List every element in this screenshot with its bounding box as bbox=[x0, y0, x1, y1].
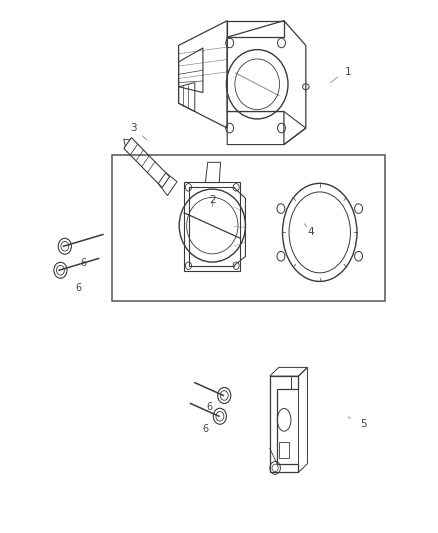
Bar bbox=[112, 155, 385, 301]
Text: 3: 3 bbox=[130, 123, 137, 133]
Text: 5: 5 bbox=[360, 419, 367, 429]
Text: 4: 4 bbox=[307, 227, 314, 237]
Text: 6: 6 bbox=[76, 283, 82, 293]
Text: 6: 6 bbox=[80, 259, 86, 268]
Text: 6: 6 bbox=[206, 402, 212, 411]
Text: 1: 1 bbox=[345, 67, 352, 77]
Text: 2: 2 bbox=[209, 195, 216, 205]
Text: 6: 6 bbox=[202, 424, 208, 433]
